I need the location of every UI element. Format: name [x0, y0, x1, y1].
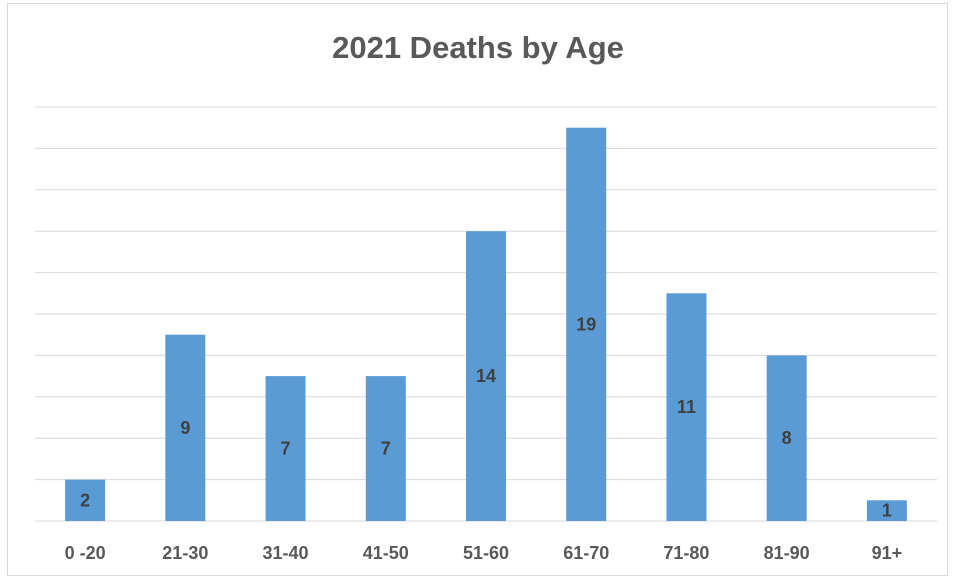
x-tick-label: 71-80 — [663, 543, 709, 563]
data-label: 7 — [281, 439, 291, 459]
bar-81-90 — [766, 355, 807, 521]
data-label: 7 — [381, 439, 391, 459]
data-label: 11 — [677, 397, 696, 417]
data-label: 19 — [576, 314, 596, 334]
bar-91plus — [866, 500, 907, 521]
x-tick-label: 0 -20 — [65, 543, 106, 563]
x-tick-label: 61-70 — [563, 543, 609, 563]
data-label: 2 — [80, 490, 90, 510]
chart-title: 2021 Deaths by Age — [332, 30, 624, 65]
data-labels: 2 9 7 7 14 19 11 8 1 — [80, 314, 892, 520]
bar-71-80 — [666, 293, 707, 521]
bar-31-40 — [265, 376, 306, 521]
x-tick-label: 91+ — [872, 543, 903, 563]
bar-61-70 — [566, 127, 607, 521]
x-tick-label: 81-90 — [764, 543, 810, 563]
x-tick-label: 21-30 — [162, 543, 208, 563]
data-label: 9 — [180, 418, 190, 438]
x-tick-label: 51-60 — [463, 543, 509, 563]
bar-51-60 — [466, 231, 506, 521]
x-tick-label: 31-40 — [263, 543, 309, 563]
bar-21-30 — [165, 334, 206, 521]
x-tick-label: 41-50 — [363, 543, 409, 563]
bars — [65, 127, 907, 521]
data-label: 1 — [882, 501, 892, 521]
data-label: 14 — [476, 366, 496, 386]
x-tick-labels: 0 -20 21-30 31-40 41-50 51-60 61-70 71-80 81-90… — [65, 543, 903, 563]
bar-0-20 — [65, 479, 106, 521]
data-label: 8 — [782, 428, 792, 448]
bar-41-50 — [365, 376, 406, 521]
